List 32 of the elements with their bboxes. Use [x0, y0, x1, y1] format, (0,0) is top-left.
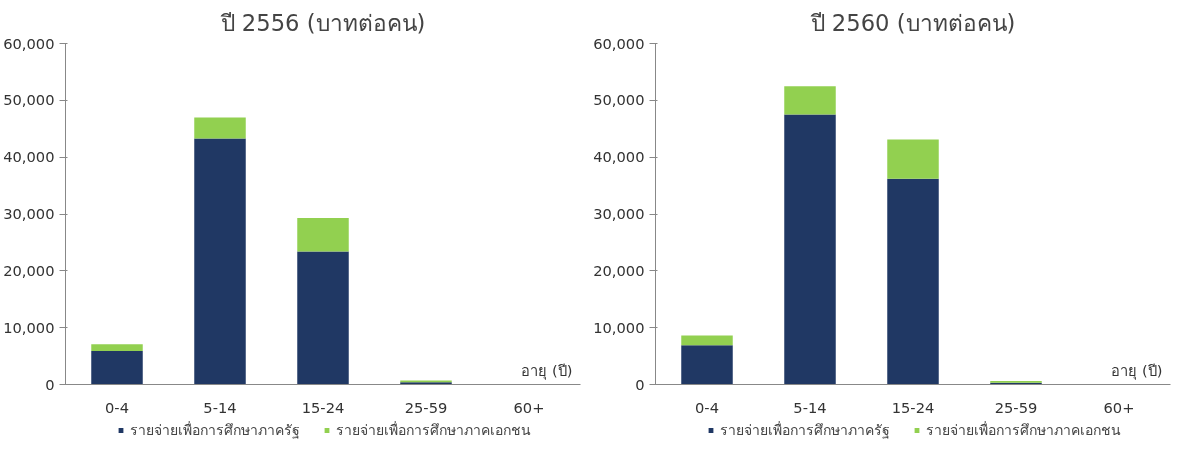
- x-tick-label: 60+: [1103, 398, 1135, 416]
- y-tick-label: 50,000: [3, 91, 55, 109]
- y-tick-label: 60,000: [3, 34, 55, 52]
- y-tick-label: 60,000: [593, 34, 645, 52]
- y-tick-label: 0: [635, 375, 645, 393]
- x-tick-label: 5-14: [203, 398, 237, 416]
- y-tick-label: 30,000: [3, 205, 55, 222]
- y-tick-label: 50,000: [593, 91, 645, 109]
- x-tick-label: 0-4: [695, 398, 719, 416]
- x-tick-label: 25-59: [994, 398, 1038, 416]
- x-tick-label: 5-14: [793, 398, 827, 416]
- y-tick-label: 20,000: [593, 261, 645, 279]
- legend-label: รายจ่ายเพื่อการศึกษาภาคเอกชน: [926, 420, 1121, 440]
- y-tick-label: 20,000: [3, 261, 55, 279]
- y-tick-label: 30,000: [593, 205, 645, 222]
- x-tick-label: 0-4: [105, 398, 129, 416]
- y-tick-label: 0: [45, 375, 55, 393]
- legend-label: รายจ่ายเพื่อการศึกษาภาครัฐ: [720, 420, 890, 441]
- chart-title: ปี 2556 (บาทต่อคน): [219, 10, 426, 36]
- y-tick-label: 10,000: [3, 318, 55, 336]
- chart-title: ปี 2560 (บาทต่อคน): [809, 10, 1016, 36]
- y-tick-label: 40,000: [3, 148, 55, 166]
- x-tick-label: 60+: [513, 398, 545, 416]
- y-tick-label: 40,000: [593, 148, 645, 166]
- x-tick-label: 15-24: [301, 398, 345, 416]
- y-tick-label: 10,000: [593, 318, 645, 336]
- annotation: อายุ (ปี): [521, 361, 573, 380]
- x-tick-label: 15-24: [891, 398, 935, 416]
- x-tick-label: 25-59: [404, 398, 448, 416]
- annotation: อายุ (ปี): [1111, 361, 1163, 380]
- legend-label: รายจ่ายเพื่อการศึกษาภาคเอกชน: [336, 420, 531, 440]
- legend-label: รายจ่ายเพื่อการศึกษาภาครัฐ: [130, 420, 300, 441]
